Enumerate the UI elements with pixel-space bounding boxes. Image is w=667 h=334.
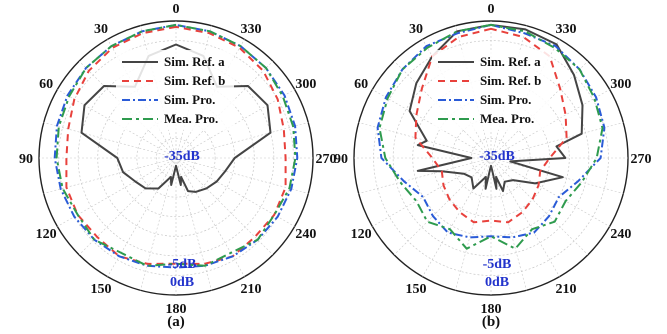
angle-tick-label: 0 (173, 2, 180, 17)
radial-db-label: 0dB (485, 275, 509, 290)
subfigure-caption: (b) (482, 314, 500, 330)
angle-tick-label: 330 (241, 22, 262, 37)
angle-tick-label: 210 (556, 282, 577, 297)
radial-db-label: -35dB (164, 149, 200, 164)
angle-tick-label: 300 (295, 77, 316, 92)
radial-db-label: 0dB (170, 275, 194, 290)
radial-db-label: -5dB (483, 257, 512, 272)
angle-tick-label: 330 (556, 22, 577, 37)
legend-label: Sim. Ref. a (480, 54, 541, 69)
radial-db-label: -5dB (168, 257, 197, 272)
angle-tick-label: 0 (488, 2, 495, 17)
angle-tick-label: 120 (36, 227, 57, 242)
legend-label: Sim. Ref. a (164, 54, 225, 69)
angle-tick-label: 150 (406, 282, 427, 297)
angle-tick-label: 240 (610, 227, 631, 242)
angle-tick-label: 90 (19, 152, 33, 167)
angle-tick-label: 30 (409, 22, 423, 37)
angle-tick-label: 60 (354, 77, 368, 92)
grid-spoke (108, 158, 177, 277)
legend-label: Mea. Pro. (480, 111, 534, 126)
grid-spoke (359, 158, 491, 193)
angle-tick-label: 270 (631, 152, 652, 167)
angle-tick-label: 150 (91, 282, 112, 297)
legend: Sim. Ref. a Sim. Ref. b Sim. Pro. Mea. Pro. (432, 50, 550, 130)
angle-tick-label: 210 (241, 282, 262, 297)
angle-tick-label: 90 (334, 152, 348, 167)
angle-tick-label: 240 (295, 227, 316, 242)
subfigure-caption: (a) (167, 314, 185, 330)
legend-label: Sim. Ref. b (480, 73, 541, 88)
legend: Sim. Ref. a Sim. Ref. b Sim. Pro. Mea. Pro. (116, 50, 234, 130)
angle-tick-label: 300 (610, 77, 631, 92)
angle-tick-label: 30 (94, 22, 108, 37)
legend-label: Sim. Pro. (480, 92, 531, 107)
legend-label: Sim. Pro. (164, 92, 215, 107)
legend-label: Sim. Ref. b (164, 73, 225, 88)
angle-tick-label: 60 (39, 77, 53, 92)
angle-tick-label: 120 (351, 227, 372, 242)
legend-label: Mea. Pro. (164, 111, 218, 126)
radial-db-label: -35dB (479, 149, 515, 164)
